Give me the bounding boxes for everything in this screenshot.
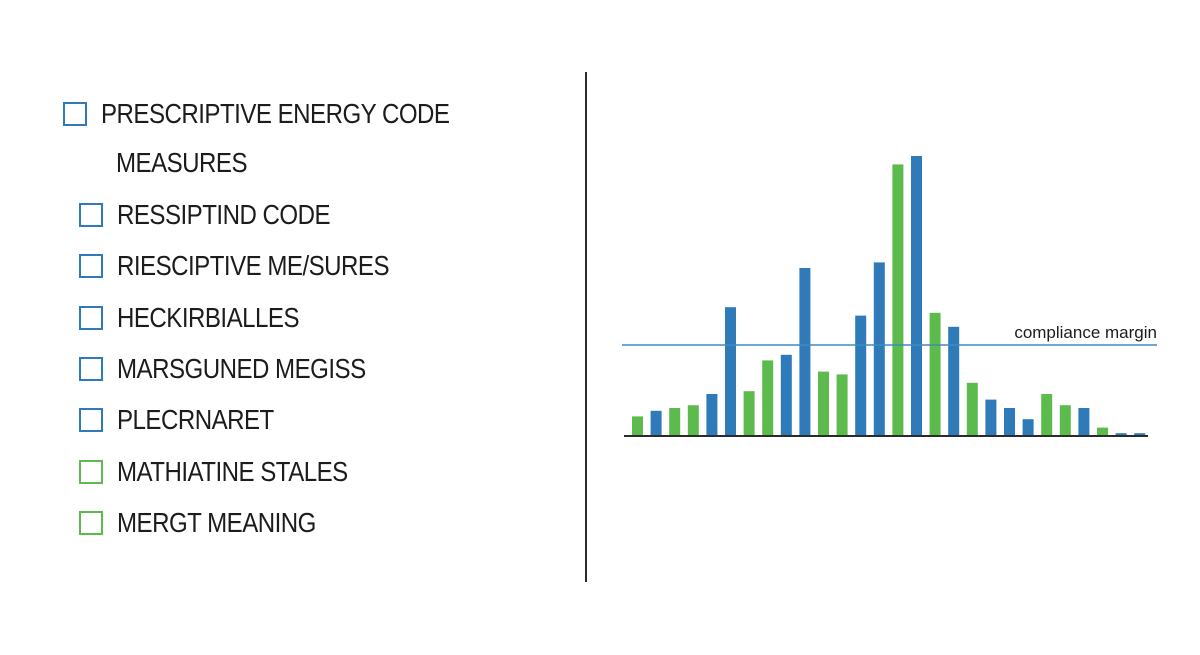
bars-group [632, 156, 1146, 436]
checklist-panel: PRESCRIPTIVE ENERGY CODE MEASURES RESSIP… [0, 0, 580, 655]
checklist-title-row: PRESCRIPTIVE ENERGY CODE [63, 94, 506, 134]
bar-green-11 [818, 371, 829, 436]
checklist-item: MARSGUNED MEGISS [79, 349, 406, 389]
bar-blue-27 [1115, 433, 1127, 436]
checkbox-icon[interactable] [79, 357, 103, 381]
bar-blue-14 [873, 262, 885, 436]
bar-blue-21 [1004, 408, 1015, 436]
bar-green-8 [762, 360, 774, 436]
checkbox-icon[interactable] [79, 511, 103, 535]
bar-green-19 [966, 382, 978, 436]
checklist-item: RESSIPTIND CODE [79, 195, 365, 235]
bar-green-3 [669, 408, 681, 436]
checklist-item-label: MATHIATINE STALES [117, 456, 348, 487]
bar-blue-28 [1134, 433, 1146, 436]
checklist-title-line2: MEASURES [116, 147, 248, 178]
checklist-item-label: RIESCIPTIVE ME/SURES [117, 250, 390, 281]
checklist-item: HECKIRBIALLES [79, 298, 329, 338]
bar-green-12 [836, 374, 848, 436]
checklist-item: RIESCIPTIVE ME/SURES [79, 246, 433, 286]
bar-blue-25 [1078, 408, 1090, 436]
checkbox-icon[interactable] [79, 306, 103, 330]
checklist-item: MATHIATINE STALES [79, 452, 385, 492]
bar-blue-2 [650, 410, 662, 436]
bar-green-1 [632, 416, 643, 436]
bar-blue-22 [1022, 419, 1034, 436]
bar-blue-18 [948, 326, 960, 436]
checklist-title-line1: PRESCRIPTIVE ENERGY CODE [101, 98, 450, 129]
bar-blue-6 [725, 307, 736, 436]
checklist-title-continuation: MEASURES [116, 143, 268, 183]
bar-blue-13 [855, 315, 867, 436]
bar-green-4 [687, 405, 699, 436]
vertical-divider [585, 72, 587, 582]
compliance-margin-label: compliance margin [1014, 323, 1157, 342]
checklist-item-label: MARSGUNED MEGISS [117, 353, 366, 384]
checklist-item-label: RESSIPTIND CODE [117, 199, 331, 230]
bar-blue-9 [780, 354, 792, 436]
checklist-item-label: MERGT MEANING [117, 507, 316, 538]
checkbox-icon[interactable] [79, 408, 103, 432]
checklist-item-label: HECKIRBIALLES [117, 302, 300, 333]
bar-blue-16 [911, 156, 922, 436]
bar-blue-5 [706, 394, 718, 436]
bar-blue-10 [799, 268, 811, 436]
bar-green-15 [892, 164, 904, 436]
bar-blue-20 [985, 399, 997, 436]
checklist-item: PLECRNARET [79, 400, 299, 440]
bar-chart: compliance margin [622, 156, 1157, 437]
bar-green-26 [1097, 427, 1108, 436]
bar-green-24 [1059, 405, 1071, 436]
checklist-item-label: PLECRNARET [117, 404, 274, 435]
bar-green-17 [929, 312, 941, 436]
checklist-item: MERGT MEANING [79, 503, 348, 543]
bar-green-23 [1041, 394, 1053, 436]
checkbox-icon[interactable] [63, 102, 87, 126]
checkbox-icon[interactable] [79, 203, 103, 227]
checkbox-icon[interactable] [79, 460, 103, 484]
bar-green-7 [743, 391, 755, 436]
checkbox-icon[interactable] [79, 254, 103, 278]
